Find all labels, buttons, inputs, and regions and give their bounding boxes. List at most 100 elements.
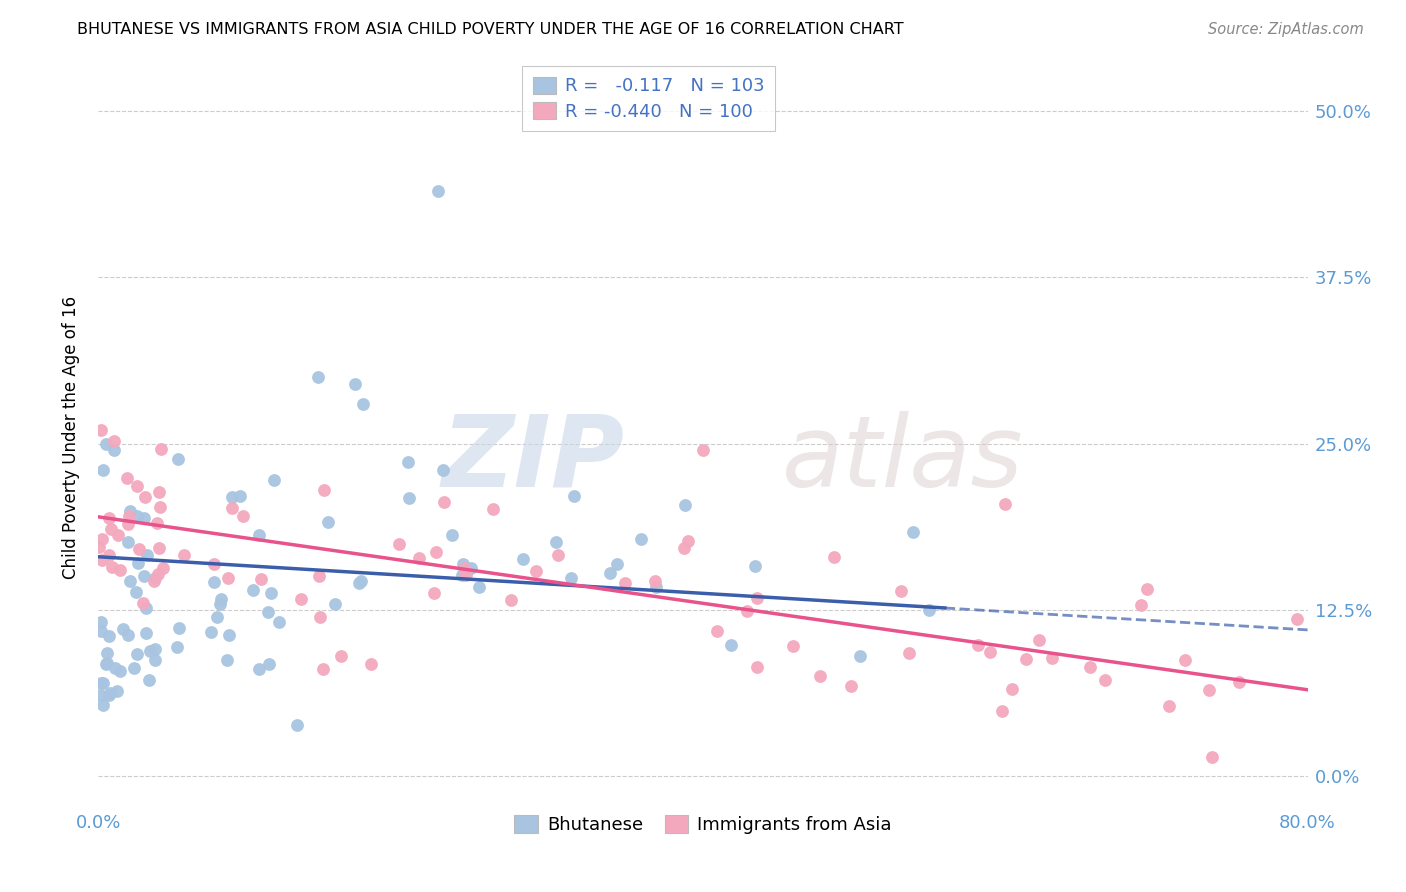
Point <box>307 370 329 384</box>
Point <box>96 656 118 670</box>
Point <box>547 548 569 562</box>
Point <box>344 376 367 391</box>
Point <box>242 582 264 597</box>
Point <box>101 559 124 574</box>
Point <box>323 597 346 611</box>
Point <box>290 591 312 606</box>
Point <box>128 542 150 557</box>
Point <box>451 558 474 572</box>
Point <box>142 574 165 589</box>
Point <box>148 484 170 499</box>
Point <box>125 479 148 493</box>
Point <box>349 574 371 588</box>
Point <box>453 561 475 575</box>
Point <box>120 504 142 518</box>
Point <box>422 586 444 600</box>
Point <box>260 586 283 600</box>
Point <box>432 462 454 476</box>
Point <box>314 483 336 497</box>
Point <box>744 558 766 573</box>
Point <box>221 501 243 516</box>
Point <box>468 580 491 594</box>
Point <box>1094 673 1116 687</box>
Point <box>117 628 139 642</box>
Point <box>166 451 188 466</box>
Point <box>202 575 225 590</box>
Point <box>408 550 430 565</box>
Point <box>676 533 699 548</box>
Point <box>249 572 271 586</box>
Point <box>606 558 628 572</box>
Point <box>91 463 114 477</box>
Point <box>146 566 169 581</box>
Point <box>218 628 240 642</box>
Point <box>117 516 139 531</box>
Point <box>90 552 112 566</box>
Point <box>97 511 120 525</box>
Point <box>221 490 243 504</box>
Point <box>1198 683 1220 698</box>
Point <box>247 662 270 676</box>
Point <box>441 528 464 542</box>
Point <box>139 644 162 658</box>
Text: ZIP: ZIP <box>441 410 624 508</box>
Point <box>398 491 420 505</box>
Point <box>1129 598 1152 612</box>
Point <box>146 516 169 531</box>
Point <box>1040 651 1063 665</box>
Point <box>117 534 139 549</box>
Text: atlas: atlas <box>782 410 1024 508</box>
Point <box>309 609 332 624</box>
Point <box>91 698 114 713</box>
Point <box>1227 674 1250 689</box>
Point <box>546 535 568 549</box>
Point <box>209 597 232 611</box>
Point <box>1136 582 1159 596</box>
Point <box>98 548 121 562</box>
Point <box>512 552 534 566</box>
Point <box>267 615 290 629</box>
Point <box>91 675 114 690</box>
Point <box>200 625 222 640</box>
Point <box>143 642 166 657</box>
Point <box>256 605 278 619</box>
Point <box>205 610 228 624</box>
Point <box>105 684 128 698</box>
Point <box>100 522 122 536</box>
Point <box>108 665 131 679</box>
Point <box>318 515 340 529</box>
Point <box>1159 698 1181 713</box>
Point <box>1174 653 1197 667</box>
Point <box>425 545 447 559</box>
Point <box>127 557 149 571</box>
Point <box>110 563 132 577</box>
Point <box>134 491 156 505</box>
Point <box>89 540 111 554</box>
Point <box>132 510 155 524</box>
Point <box>166 640 188 654</box>
Point <box>132 596 155 610</box>
Point <box>613 575 636 590</box>
Point <box>98 685 121 699</box>
Point <box>173 548 195 562</box>
Point <box>460 561 482 575</box>
Point <box>720 638 742 652</box>
Point <box>135 626 157 640</box>
Point <box>692 443 714 458</box>
Point <box>149 500 172 515</box>
Point <box>1078 660 1101 674</box>
Point <box>454 567 477 582</box>
Point <box>132 568 155 582</box>
Point <box>103 443 125 458</box>
Point <box>706 624 728 638</box>
Point <box>823 549 845 564</box>
Point <box>312 662 335 676</box>
Point <box>149 442 172 456</box>
Point <box>167 621 190 635</box>
Point <box>90 615 112 630</box>
Point <box>347 576 370 591</box>
Point <box>308 568 330 582</box>
Point <box>125 648 148 662</box>
Point <box>127 509 149 524</box>
Point <box>96 646 118 660</box>
